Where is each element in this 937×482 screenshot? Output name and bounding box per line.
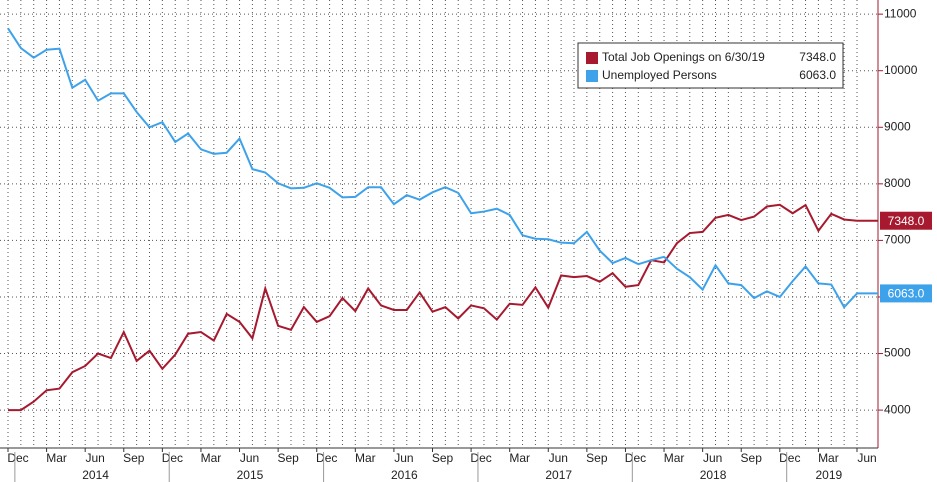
x-tick-label: Sep: [432, 451, 454, 465]
x-tick-label: Sep: [277, 451, 299, 465]
x-tick-label: Mar: [664, 451, 685, 465]
end-tag-label: 6063.0: [888, 287, 925, 301]
end-tag: [880, 211, 932, 230]
x-tick-label: Mar: [818, 451, 839, 465]
x-tick-label: Mar: [355, 451, 376, 465]
end-tag: [880, 284, 932, 303]
x-tick-label: Dec: [625, 451, 646, 465]
x-tick-label: Dec: [779, 451, 800, 465]
x-tick-label: Dec: [470, 451, 491, 465]
x-tick-label: Sep: [741, 451, 763, 465]
legend: Total Job Openings on 6/30/19 7348.0 Unemp…: [577, 42, 844, 89]
x-tick-label: Jun: [549, 451, 568, 465]
legend-swatch: [586, 70, 598, 82]
x-tick-label: Dec: [7, 451, 28, 465]
x-tick-label: Jun: [86, 451, 105, 465]
legend-label: Total Job Openings on 6/30/19: [602, 50, 765, 64]
y-tick-label: 7000: [884, 233, 911, 247]
year-label: 2017: [545, 468, 572, 482]
x-tick-label: Mar: [509, 451, 530, 465]
x-tick-label: Dec: [162, 451, 183, 465]
legend-box: [577, 42, 844, 89]
y-tick-label: 5000: [884, 346, 911, 360]
legend-value: 6063.0: [799, 68, 836, 82]
y-tick-label: 10000: [884, 63, 918, 77]
y-tick-label: 11000: [884, 6, 917, 20]
year-label: 2016: [391, 468, 418, 482]
x-tick-label: Dec: [316, 451, 337, 465]
legend-label: Unemployed Persons: [602, 68, 717, 82]
year-label: 2014: [82, 468, 109, 482]
x-tick-label: Jun: [240, 451, 259, 465]
y-tick-label: 8000: [884, 176, 911, 190]
x-tick-label: Sep: [123, 451, 145, 465]
legend-value: 7348.0: [799, 50, 836, 64]
x-tick-label: Sep: [586, 451, 608, 465]
x-tick-label: Jun: [703, 451, 722, 465]
year-label: 2015: [237, 468, 264, 482]
series-line: [7, 27, 858, 309]
legend-swatch: [586, 52, 598, 64]
year-label: 2018: [700, 468, 727, 482]
series-line: [8, 203, 858, 412]
end-tag-label: 7348.0: [888, 214, 925, 228]
x-tick-label: Mar: [201, 451, 222, 465]
x-tick-label: Jun: [857, 451, 876, 465]
y-tick-label: 9000: [884, 119, 911, 133]
x-tick-label: Jun: [394, 451, 413, 465]
year-label: 2019: [815, 468, 842, 482]
x-tick-label: Mar: [46, 451, 67, 465]
y-tick-label: 4000: [884, 402, 911, 416]
